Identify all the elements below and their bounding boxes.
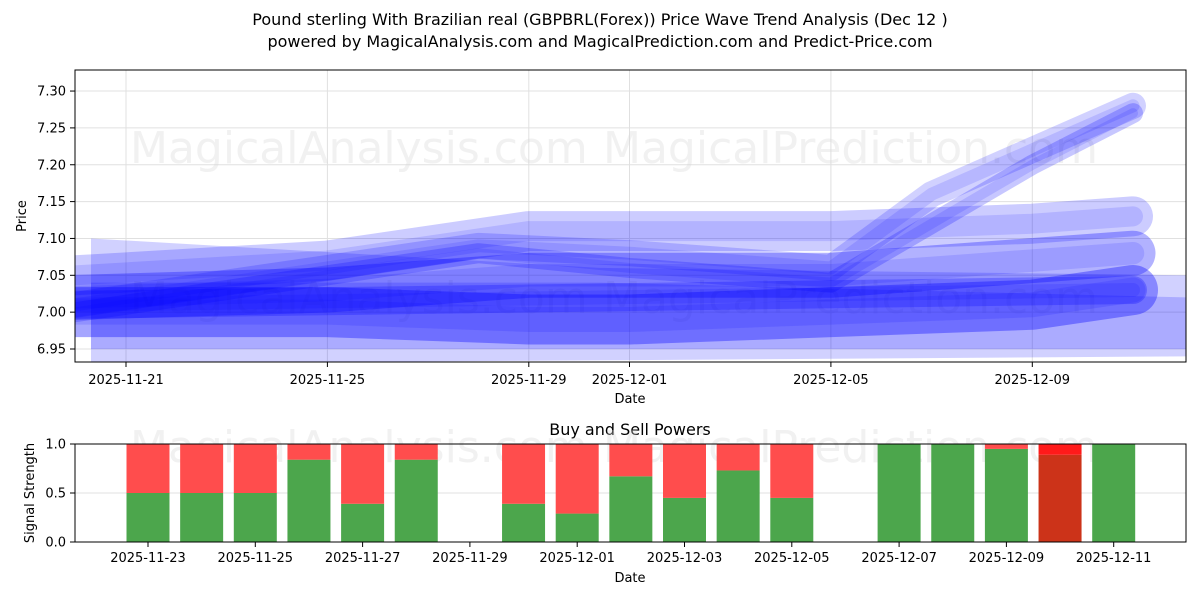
x-tick-label: 2025-11-27 — [325, 551, 401, 566]
sell-bar — [609, 444, 652, 476]
sell-bar — [395, 444, 438, 460]
sell-bar — [663, 444, 706, 498]
y-tick-label: 6.95 — [37, 343, 66, 358]
buy-bar — [502, 504, 545, 542]
date-x-axis-top: 2025-11-21 2025-11-25 2025-11-29 2025-12-01… — [88, 362, 1070, 388]
sell-bar — [287, 444, 330, 460]
buy-bar — [717, 470, 760, 542]
y-tick-label: 7.25 — [37, 121, 66, 136]
y-tick-label: 7.10 — [37, 232, 66, 247]
sell-bar — [1039, 444, 1082, 455]
x-tick-label: 2025-12-01 — [539, 551, 615, 566]
buy-bar — [663, 498, 706, 542]
signal-y-axis: 0.0 0.5 1.0 — [45, 438, 75, 551]
buy-bar — [395, 460, 438, 542]
date-x-axis-bottom: 2025-11-23 2025-11-25 2025-11-27 2025-11-29… — [110, 542, 1151, 566]
y-tick-label: 7.20 — [37, 158, 66, 173]
buy-bar — [878, 444, 921, 542]
buy-bar — [770, 498, 813, 542]
x-tick-label: 2025-11-25 — [290, 373, 366, 388]
sell-bar — [127, 444, 170, 493]
buy-bar — [127, 493, 170, 542]
buy-bar — [556, 514, 599, 542]
price-wave-panel: MagicalAnalysis.com MagicalPrediction.co… — [15, 70, 1186, 407]
x-tick-label: 2025-12-01 — [592, 373, 668, 388]
x-axis-label-bottom: Date — [614, 571, 645, 586]
buy-bar — [1092, 444, 1135, 542]
buy-bar — [985, 449, 1028, 542]
sell-bar — [502, 444, 545, 504]
buy-bar — [180, 493, 223, 542]
charts-canvas: MagicalAnalysis.com MagicalPrediction.co… — [0, 0, 1200, 600]
y-tick-label: 0.5 — [45, 487, 66, 502]
sell-bar — [770, 444, 813, 498]
y-tick-label: 0.0 — [45, 536, 66, 551]
sell-bar — [341, 444, 384, 504]
y-axis-label-price: Price — [15, 200, 30, 232]
y-tick-label: 7.05 — [37, 269, 66, 284]
x-tick-label: 2025-11-23 — [110, 551, 186, 566]
x-tick-label: 2025-12-09 — [969, 551, 1045, 566]
x-tick-label: 2025-12-05 — [754, 551, 830, 566]
y-tick-label: 7.00 — [37, 306, 66, 321]
x-tick-label: 2025-11-21 — [88, 373, 164, 388]
x-tick-label: 2025-12-05 — [793, 373, 869, 388]
x-tick-label: 2025-12-03 — [647, 551, 723, 566]
buy-bar — [287, 460, 330, 542]
buy-bar — [931, 444, 974, 542]
sell-bar — [985, 444, 1028, 449]
sell-bar — [180, 444, 223, 493]
x-tick-label: 2025-11-29 — [491, 373, 567, 388]
y-tick-label: 7.15 — [37, 195, 66, 210]
x-tick-label: 2025-12-09 — [995, 373, 1071, 388]
price-y-axis: 6.95 7.00 7.05 7.10 7.15 7.20 7.25 7.30 — [37, 85, 75, 358]
sell-bar — [717, 444, 760, 470]
buy-bar — [609, 476, 652, 542]
x-tick-label: 2025-11-29 — [432, 551, 508, 566]
watermark-magicalanalysis-top: MagicalAnalysis.com — [130, 123, 588, 174]
buy-bar — [234, 493, 277, 542]
x-tick-label: 2025-12-11 — [1076, 551, 1152, 566]
x-tick-label: 2025-11-25 — [218, 551, 294, 566]
sell-bar — [234, 444, 277, 493]
buy-bar — [1039, 455, 1082, 542]
buy-bar — [341, 504, 384, 542]
x-axis-label-top: Date — [614, 392, 645, 407]
x-tick-label: 2025-12-07 — [861, 551, 937, 566]
y-axis-label-signal: Signal Strength — [23, 443, 38, 543]
y-tick-label: 7.30 — [37, 85, 66, 100]
buy-sell-panel: Buy and Sell Powers MagicalAnalysis.com … — [23, 420, 1186, 586]
y-tick-label: 1.0 — [45, 438, 66, 453]
sell-bar — [556, 444, 599, 514]
